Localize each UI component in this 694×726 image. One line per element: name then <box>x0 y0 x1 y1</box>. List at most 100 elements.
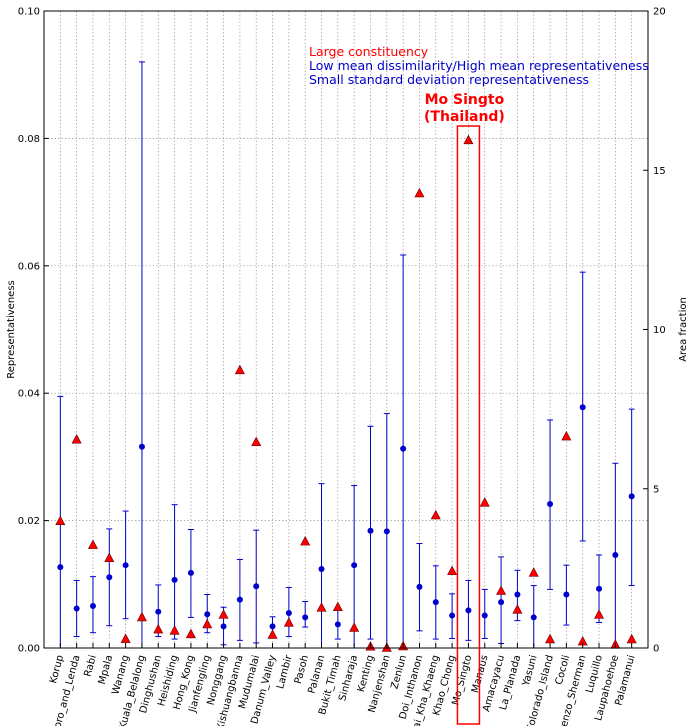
y-tick-left-label: 0.08 <box>18 134 40 145</box>
highlight-label-country: (Thailand) <box>424 109 505 125</box>
point-triangle <box>626 633 637 644</box>
point-circle <box>612 551 619 558</box>
point-circle <box>122 562 129 569</box>
point-circle <box>73 605 80 612</box>
legend-item-large-constituency: Large constituency <box>309 44 429 59</box>
y-tick-right-label: 15 <box>653 166 666 177</box>
point-circle <box>334 621 341 628</box>
point-triangle <box>561 430 572 441</box>
point-circle <box>596 585 603 592</box>
point-circle <box>416 583 423 590</box>
point-triangle <box>349 622 360 632</box>
point-triangle <box>479 497 490 507</box>
point-triangle <box>332 601 343 612</box>
point-circle <box>57 564 64 571</box>
point-triangle <box>218 609 229 619</box>
point-triangle <box>185 628 196 639</box>
point-circle <box>530 614 537 621</box>
x-tick-label: Mpala <box>97 654 115 686</box>
highlight-mo-singto: Mo Singto (Thailand) <box>424 92 505 725</box>
point-circle <box>318 566 325 573</box>
point-circle <box>547 501 554 508</box>
point-circle <box>269 623 276 630</box>
y-tick-left-label: 0.00 <box>18 644 40 655</box>
point-triangle <box>463 134 474 145</box>
point-triangle <box>71 434 82 444</box>
y-tick-right-label: 5 <box>653 484 659 495</box>
y-tick-right-label: 0 <box>653 644 659 655</box>
point-triangle <box>55 515 66 526</box>
point-circle <box>498 599 505 606</box>
point-triangle <box>528 567 539 577</box>
point-circle <box>383 528 390 535</box>
y-tick-left-label: 0.04 <box>18 389 40 400</box>
point-circle <box>220 623 227 630</box>
y-axis-right-title: Area fraction <box>678 297 689 362</box>
point-circle <box>628 493 635 500</box>
point-triangle <box>104 552 115 562</box>
point-circle <box>236 596 243 603</box>
point-triangle <box>300 535 311 546</box>
x-tick-label: Korup <box>48 654 66 685</box>
y-tick-right-label: 20 <box>653 7 666 18</box>
representativeness-points <box>57 404 635 630</box>
x-tick-label: Pasoh <box>293 654 311 685</box>
error-bars <box>57 61 635 649</box>
legend-item-small-std-deviation: Small standard deviation representativen… <box>309 72 589 87</box>
y-tick-left-label: 0.06 <box>18 261 40 272</box>
point-triangle <box>283 617 294 627</box>
x-tick-label: Lambir <box>275 653 295 690</box>
point-triangle <box>545 633 556 644</box>
point-circle <box>302 614 309 621</box>
point-circle <box>187 569 194 576</box>
plot-frame <box>43 10 649 649</box>
x-tick-label: Rabi <box>83 654 99 678</box>
point-triangle <box>251 436 262 447</box>
x-tick-label: Cocoli <box>554 654 572 686</box>
point-circle <box>253 583 260 590</box>
point-triangle <box>87 539 98 549</box>
point-triangle <box>512 604 523 614</box>
point-triangle <box>414 187 425 198</box>
point-triangle <box>594 609 605 619</box>
point-circle <box>579 404 586 411</box>
point-circle <box>367 527 374 534</box>
y-axis-left-ticks: 0.00 0.02 0.04 0.06 0.08 0.10 <box>18 7 49 655</box>
point-circle <box>106 574 113 581</box>
point-circle <box>138 443 145 450</box>
point-circle <box>400 445 407 452</box>
y-tick-right-label: 10 <box>653 325 666 336</box>
point-circle <box>514 591 521 598</box>
point-triangle <box>202 618 213 629</box>
point-triangle <box>447 565 458 576</box>
point-circle <box>171 576 178 583</box>
point-circle <box>432 599 439 606</box>
point-circle <box>285 609 292 616</box>
highlight-box <box>456 125 481 725</box>
point-triangle <box>267 629 278 639</box>
point-triangle <box>136 611 147 622</box>
point-triangle <box>169 625 180 635</box>
highlight-label-name: Mo Singto <box>425 92 505 108</box>
point-circle <box>351 562 358 569</box>
grid-lines <box>44 10 648 649</box>
point-circle <box>563 591 570 598</box>
y-axis-left-title: Representativeness <box>6 280 17 378</box>
point-circle <box>204 611 211 618</box>
point-triangle <box>120 633 131 643</box>
y-tick-left-label: 0.10 <box>18 7 40 18</box>
point-triangle <box>316 602 327 612</box>
point-circle <box>89 602 96 609</box>
point-triangle <box>496 585 507 595</box>
y-tick-left-label: 0.02 <box>18 516 40 527</box>
point-circle <box>155 608 162 615</box>
point-circle <box>481 612 488 619</box>
point-circle <box>465 607 472 614</box>
point-triangle <box>430 509 441 520</box>
legend: Large constituency Low mean dissimilarit… <box>309 44 649 87</box>
point-triangle <box>234 364 245 375</box>
y-axis-right-ticks: 0 5 10 15 20 <box>643 7 666 655</box>
point-circle <box>449 612 456 619</box>
point-triangle <box>153 623 164 634</box>
